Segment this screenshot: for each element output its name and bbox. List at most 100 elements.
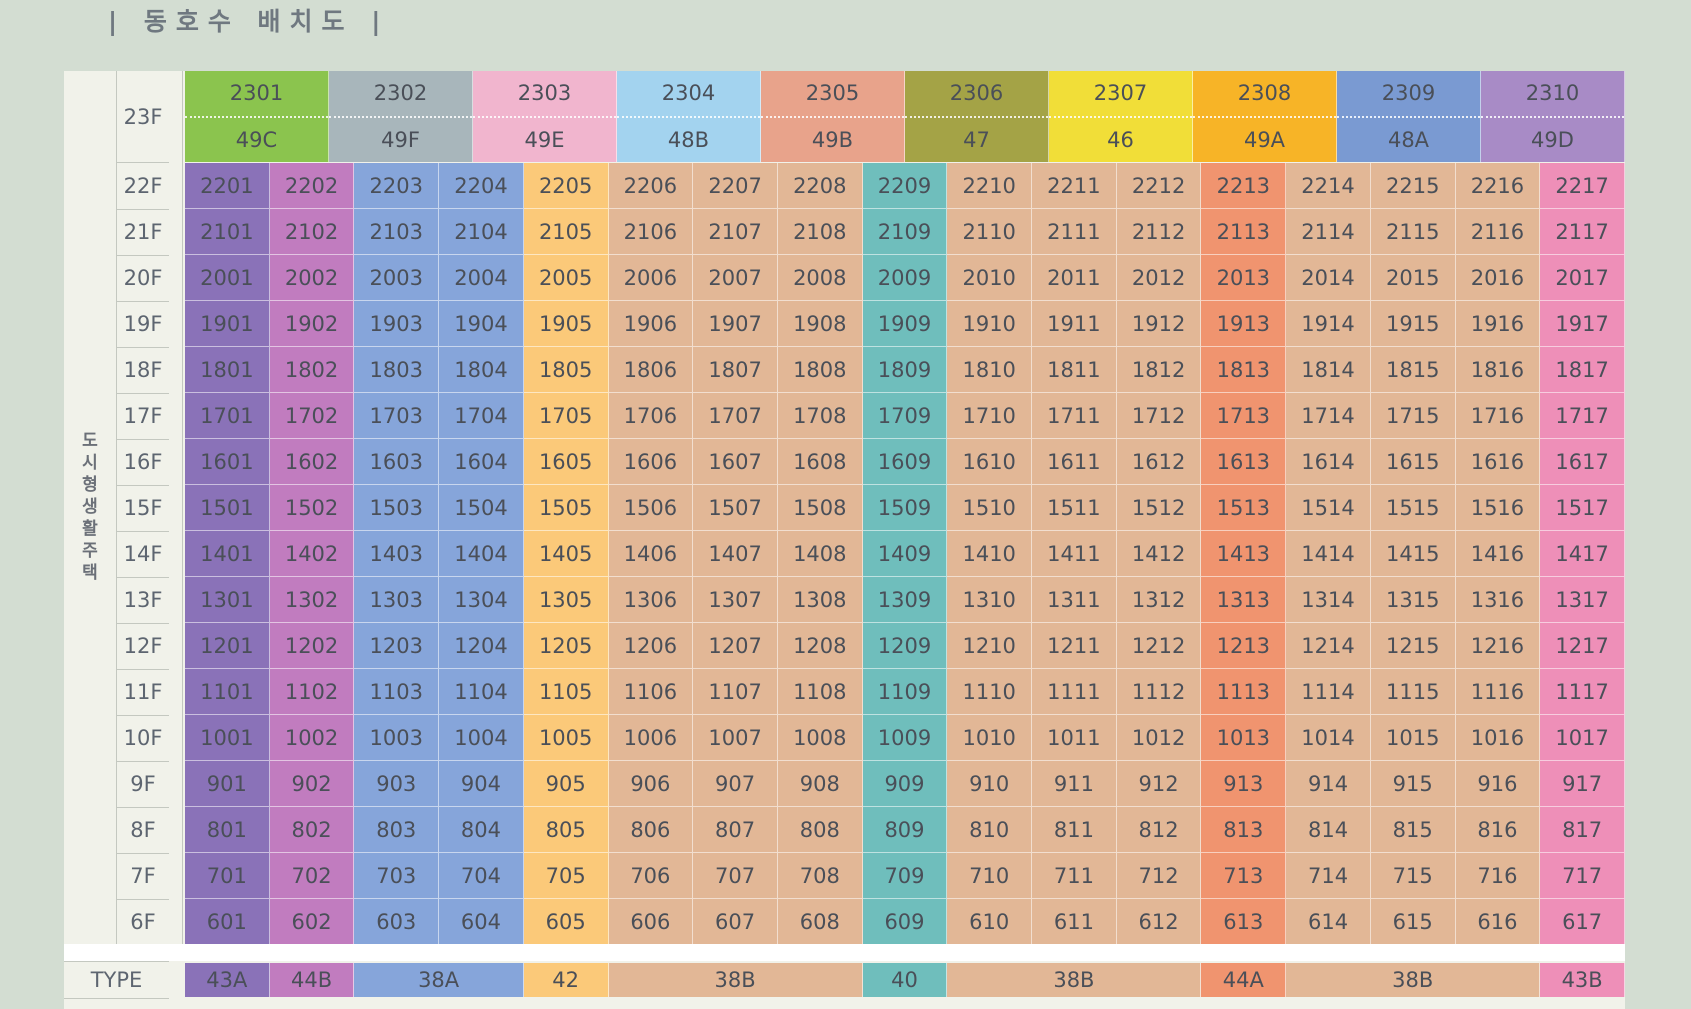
unit-cell[interactable]: 1204 (439, 623, 524, 669)
unit-cell[interactable]: 1005 (523, 715, 609, 761)
unit-cell[interactable]: 803 (354, 807, 440, 853)
unit-cell[interactable]: 811 (1032, 807, 1117, 853)
unit-cell[interactable]: 2114 (1286, 209, 1371, 255)
unit-cell[interactable]: 2217 (1540, 163, 1625, 209)
unit-cell[interactable]: 1516 (1455, 485, 1541, 531)
unit-cell[interactable]: 1910 (947, 301, 1033, 347)
unit-cell[interactable]: 2113 (1201, 209, 1287, 255)
unit-cell[interactable]: 715 (1370, 853, 1456, 899)
unit-cell[interactable]: 910 (947, 761, 1033, 807)
unit-cell[interactable]: 702 (269, 853, 355, 899)
unit-cell[interactable]: 1112 (1116, 669, 1202, 715)
unit-cell[interactable]: 1415 (1370, 531, 1456, 577)
unit-cell[interactable]: 903 (354, 761, 440, 807)
unit-cell[interactable]: 817 (1540, 807, 1625, 853)
unit-cell[interactable]: 608 (777, 899, 863, 945)
unit-cell[interactable]: 1403 (354, 531, 440, 577)
unit-cell[interactable]: 1113 (1201, 669, 1287, 715)
unit-cell[interactable]: 917 (1540, 761, 1625, 807)
unit-cell[interactable]: 2203 (354, 163, 440, 209)
unit-cell[interactable]: 1715 (1370, 393, 1456, 439)
unit-cell[interactable]: 2117 (1540, 209, 1625, 255)
unit-cell[interactable]: 707 (693, 853, 778, 899)
unit-cell[interactable]: 1211 (1032, 623, 1117, 669)
unit-cell[interactable]: 1508 (777, 485, 863, 531)
unit-cell[interactable]: 1404 (439, 531, 524, 577)
unit-cell[interactable]: 1701 (185, 393, 270, 439)
unit-cell[interactable]: 1511 (1032, 485, 1117, 531)
unit-cell[interactable]: 2102 (269, 209, 355, 255)
unit-cell[interactable]: 1817 (1540, 347, 1625, 393)
unit-cell[interactable]: 1104 (439, 669, 524, 715)
unit-cell[interactable]: 1011 (1032, 715, 1117, 761)
unit-cell[interactable]: 606 (608, 899, 694, 945)
unit-cell[interactable]: 2104 (439, 209, 524, 255)
unit-cell[interactable]: 1310 (947, 577, 1033, 623)
unit-cell[interactable]: 1602 (269, 439, 355, 485)
unit-cell[interactable]: 2011 (1032, 255, 1117, 301)
unit-cell[interactable]: 1114 (1286, 669, 1371, 715)
unit-cell[interactable]: 2207 (693, 163, 778, 209)
unit-cell[interactable]: 714 (1286, 853, 1371, 899)
unit-cell[interactable]: 1617 (1540, 439, 1625, 485)
unit-cell[interactable]: 1808 (777, 347, 863, 393)
unit-cell[interactable]: 1402 (269, 531, 355, 577)
unit-cell[interactable]: 611 (1032, 899, 1117, 945)
unit-cell[interactable]: 1803 (354, 347, 440, 393)
unit-cell[interactable]: 613 (1201, 899, 1287, 945)
unit-cell[interactable]: 801 (185, 807, 270, 853)
unit-cell[interactable]: 1213 (1201, 623, 1287, 669)
unit-cell[interactable]: 1205 (523, 623, 609, 669)
unit-cell[interactable]: 1811 (1032, 347, 1117, 393)
unit-cell[interactable]: 1801 (185, 347, 270, 393)
unit-cell[interactable]: 1316 (1455, 577, 1541, 623)
unit-cell[interactable]: 1901 (185, 301, 270, 347)
unit-cell[interactable]: 1707 (693, 393, 778, 439)
unit-cell[interactable]: 1713 (1201, 393, 1287, 439)
unit-cell[interactable]: 1802 (269, 347, 355, 393)
unit-cell[interactable]: 1412 (1116, 531, 1202, 577)
unit-cell[interactable]: 1601 (185, 439, 270, 485)
unit-cell[interactable]: 703 (354, 853, 440, 899)
unit-cell[interactable]: 1507 (693, 485, 778, 531)
unit-cell[interactable]: 1105 (523, 669, 609, 715)
unit-cell[interactable]: 1408 (777, 531, 863, 577)
unit-cell[interactable]: 1614 (1286, 439, 1371, 485)
unit-cell[interactable]: 1314 (1286, 577, 1371, 623)
unit-cell[interactable]: 1505 (523, 485, 609, 531)
unit-cell[interactable]: 1304 (439, 577, 524, 623)
unit-cell[interactable]: 708 (777, 853, 863, 899)
unit-cell[interactable]: 2210 (947, 163, 1033, 209)
unit-cell[interactable]: 1216 (1455, 623, 1541, 669)
unit-cell[interactable]: 1712 (1116, 393, 1202, 439)
unit-cell[interactable]: 815 (1370, 807, 1456, 853)
unit-cell[interactable]: 1913 (1201, 301, 1287, 347)
unit-cell[interactable]: 602 (269, 899, 355, 945)
unit-cell[interactable]: 2013 (1201, 255, 1287, 301)
unit-cell[interactable]: 1914 (1286, 301, 1371, 347)
unit-cell[interactable]: 916 (1455, 761, 1541, 807)
unit-cell[interactable]: 705 (523, 853, 609, 899)
unit-cell[interactable]: 1410 (947, 531, 1033, 577)
unit-cell[interactable]: 1909 (862, 301, 948, 347)
top-floor-unit[interactable]: 2308 49A (1193, 71, 1337, 162)
unit-cell[interactable]: 809 (862, 807, 948, 853)
unit-cell[interactable]: 914 (1286, 761, 1371, 807)
unit-cell[interactable]: 1717 (1540, 393, 1625, 439)
unit-cell[interactable]: 1015 (1370, 715, 1456, 761)
unit-cell[interactable]: 1202 (269, 623, 355, 669)
unit-cell[interactable]: 2205 (523, 163, 609, 209)
unit-cell[interactable]: 813 (1201, 807, 1287, 853)
unit-cell[interactable]: 1915 (1370, 301, 1456, 347)
unit-cell[interactable]: 612 (1116, 899, 1202, 945)
unit-cell[interactable]: 909 (862, 761, 948, 807)
unit-cell[interactable]: 2017 (1540, 255, 1625, 301)
unit-cell[interactable]: 1117 (1540, 669, 1625, 715)
unit-cell[interactable]: 1301 (185, 577, 270, 623)
unit-cell[interactable]: 1903 (354, 301, 440, 347)
unit-cell[interactable]: 1206 (608, 623, 694, 669)
unit-cell[interactable]: 904 (439, 761, 524, 807)
unit-cell[interactable]: 712 (1116, 853, 1202, 899)
unit-cell[interactable]: 1911 (1032, 301, 1117, 347)
unit-cell[interactable]: 1514 (1286, 485, 1371, 531)
